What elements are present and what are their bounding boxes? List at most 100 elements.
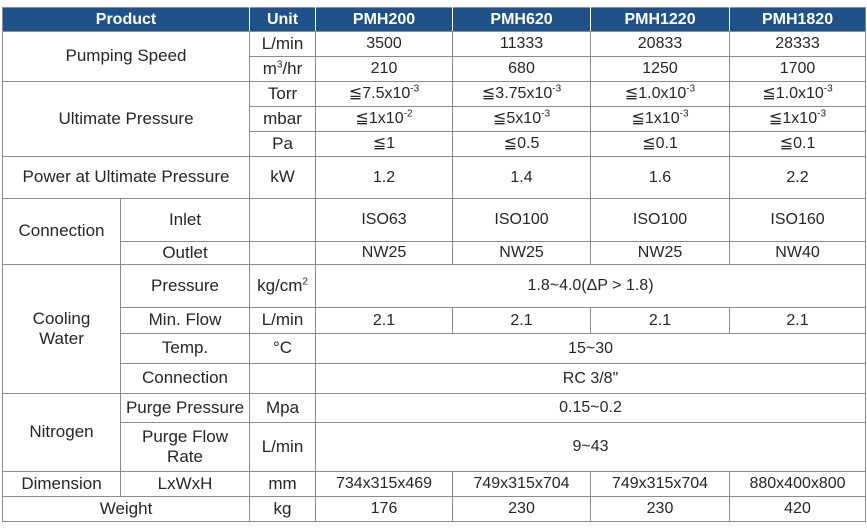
row-cooling-temp: Temp. °C 15~30 [3, 333, 867, 364]
unit-cooling-lmin: L/min [249, 307, 317, 334]
sublabel-inlet: Inlet [119, 198, 251, 242]
up-pa-pmh620: ≦0.5 [452, 131, 592, 157]
label-weight: Weight [1, 496, 251, 522]
up-torr-pmh1220-base: ≦1.0x10 [624, 85, 687, 103]
unit-mpa: Mpa [249, 393, 317, 423]
nitrogen-purge-pressure-range: 0.15~0.2 [315, 393, 867, 423]
label-dimension: Dimension [2, 471, 121, 497]
pumping-lmin-pmh620: 11333 [452, 31, 592, 57]
up-mbar-pmh1820-exp: -3 [817, 109, 827, 121]
up-mbar-pmh1220: ≦1x10-3 [590, 106, 731, 132]
label-power: Power at Ultimate Pressure [1, 156, 251, 199]
up-pa-pmh1220: ≦0.1 [590, 131, 731, 157]
header-model-pmh1220: PMH1220 [590, 7, 731, 32]
row-pumping-speed-lmin: Pumping Speed L/min 3500 11333 20833 283… [1, 31, 867, 82]
cooling-temp-range: 15~30 [315, 333, 867, 364]
pumping-m3hr-pmh1220: 1250 [590, 56, 731, 82]
sublabel-purge-pressure: Purge Pressure [119, 393, 251, 423]
label-pumping-speed: Pumping Speed [1, 31, 251, 82]
unit-kgcm2-sup: 2 [302, 276, 308, 288]
pumping-lmin-pmh200: 3500 [315, 31, 454, 57]
up-torr-pmh200-base: ≦7.5x10 [348, 85, 411, 103]
cooling-minflow-pmh1820: 2.1 [729, 307, 867, 334]
conn-outlet-pmh200: NW25 [315, 241, 454, 265]
up-mbar-pmh1820-base: ≦1x10 [769, 110, 818, 128]
conn-inlet-pmh200: ISO63 [315, 198, 454, 242]
datasheet-page: Product Unit PMH200 PMH620 PMH1220 PMH18… [0, 7, 867, 530]
row-connection-outlet: Outlet NW25 NW25 NW25 NW40 [3, 241, 867, 265]
header-model-pmh200: PMH200 [315, 7, 454, 32]
header-model-pmh1820: PMH1820 [729, 7, 867, 32]
unit-lmin: L/min [249, 31, 317, 57]
label-cooling-water: Cooling Water [2, 264, 121, 394]
row-dimension: Dimension LxWxH mm 734x315x469 749x315x7… [2, 471, 867, 497]
power-pmh200: 1.2 [315, 156, 454, 199]
cooling-minflow-pmh200: 2.1 [315, 307, 454, 334]
unit-nitrogen-lmin: L/min [249, 422, 317, 472]
sublabel-purge-flow-rate: Purge Flow Rate [119, 422, 251, 472]
unit-mbar: mbar [249, 106, 317, 132]
row-connection-inlet: Connection Inlet ISO63 ISO100 ISO100 ISO… [2, 198, 867, 265]
sublabel-outlet: Outlet [119, 241, 251, 265]
sublabel-min-flow: Min. Flow [119, 307, 251, 334]
row-ultimate-pressure-torr: Ultimate Pressure Torr ≦7.5x10-3 ≦3.75x1… [1, 81, 867, 157]
unit-kgcm2: kg/cm2 [249, 264, 317, 308]
up-torr-pmh1220-exp: -3 [686, 84, 696, 96]
header-row: Product Unit PMH200 PMH620 PMH1220 PMH18… [1, 7, 867, 32]
unit-cooling-connection-empty [249, 363, 317, 394]
up-mbar-pmh200-exp: -2 [403, 109, 413, 121]
cooling-minflow-pmh1220: 2.1 [590, 307, 731, 334]
header-unit: Unit [249, 7, 317, 32]
label-nitrogen: Nitrogen [2, 393, 121, 472]
row-pumping-speed-m3hr: m3/hr 210 680 1250 1700 [3, 56, 867, 82]
unit-kg: kg [249, 496, 317, 522]
unit-outlet-empty [249, 241, 317, 265]
row-nitrogen-purge-pressure: Nitrogen Purge Pressure Mpa 0.15~0.2 [2, 393, 867, 472]
up-torr-pmh200: ≦7.5x10-3 [315, 81, 454, 107]
nitrogen-purge-flow-range: 9~43 [315, 422, 867, 472]
up-torr-pmh620-exp: -3 [552, 84, 562, 96]
row-cooling-minflow: Min. Flow L/min 2.1 2.1 2.1 2.1 [3, 307, 867, 334]
unit-m3hr-sup: 3 [276, 59, 283, 71]
label-ultimate-pressure: Ultimate Pressure [1, 81, 251, 157]
dimension-pmh1220: 749x315x704 [590, 471, 731, 497]
row-nitrogen-purge-flow: Purge Flow Rate L/min 9~43 [3, 422, 867, 472]
up-torr-pmh200-exp: -3 [410, 84, 420, 96]
row-cooling-pressure: Cooling Water Pressure kg/cm2 1.8~4.0(ΔP… [2, 264, 867, 394]
up-mbar-pmh200-base: ≦1x10 [355, 110, 404, 128]
up-mbar-pmh620: ≦5x10-3 [452, 106, 592, 132]
sublabel-temp: Temp. [119, 333, 251, 364]
weight-pmh1820: 420 [729, 496, 867, 522]
weight-pmh200: 176 [315, 496, 454, 522]
dimension-pmh200: 734x315x469 [315, 471, 454, 497]
sublabel-cooling-pressure: Pressure [119, 264, 251, 308]
weight-pmh1220: 230 [590, 496, 731, 522]
up-torr-pmh620-base: ≦3.75x10 [481, 85, 553, 103]
pumping-m3hr-pmh200: 210 [315, 56, 454, 82]
up-mbar-pmh620-base: ≦5x10 [493, 110, 542, 128]
dimension-pmh1820: 880x400x800 [729, 471, 867, 497]
up-pa-pmh200: ≦1 [315, 131, 454, 157]
header-model-pmh620: PMH620 [452, 7, 592, 32]
up-torr-pmh1220: ≦1.0x10-3 [590, 81, 731, 107]
unit-torr: Torr [249, 81, 317, 107]
power-pmh620: 1.4 [452, 156, 592, 199]
header-product: Product [1, 7, 251, 32]
weight-pmh620: 230 [452, 496, 592, 522]
unit-mm: mm [249, 471, 317, 497]
up-mbar-pmh1220-exp: -3 [679, 109, 689, 121]
label-connection: Connection [2, 198, 121, 265]
cooling-minflow-pmh620: 2.1 [452, 307, 592, 334]
unit-kgcm2-base: kg/cm [257, 275, 303, 295]
row-weight: Weight kg 176 230 230 420 [1, 496, 867, 522]
up-torr-pmh1820-exp: -3 [823, 84, 833, 96]
unit-pa: Pa [249, 131, 317, 157]
conn-outlet-pmh1220: NW25 [590, 241, 731, 265]
conn-inlet-pmh1820: ISO160 [729, 198, 867, 242]
sublabel-lxwxh: LxWxH [119, 471, 251, 497]
unit-inlet-empty [249, 198, 317, 242]
sublabel-cooling-connection: Connection [119, 363, 251, 394]
up-torr-pmh1820-base: ≦1.0x10 [762, 85, 824, 103]
unit-kw: kW [249, 156, 317, 199]
row-cooling-connection: Connection RC 3/8" [3, 363, 867, 394]
